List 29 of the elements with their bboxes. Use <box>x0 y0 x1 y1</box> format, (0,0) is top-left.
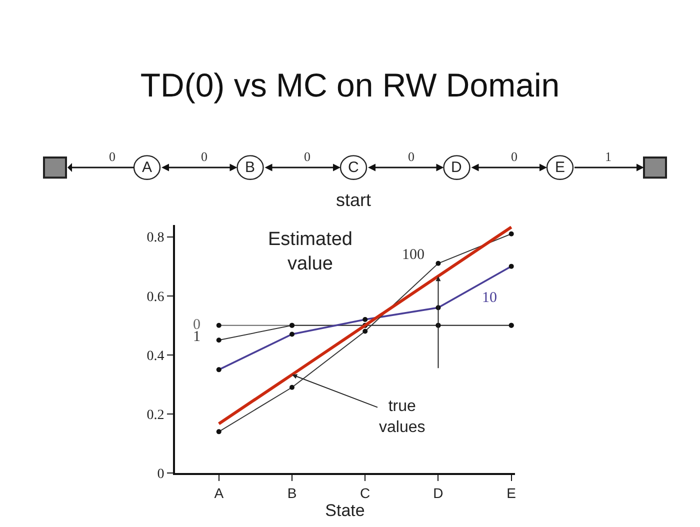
series-label: 1 <box>193 329 200 345</box>
series-label: 100 <box>402 247 424 263</box>
category-label: B <box>245 159 256 176</box>
text: 0 <box>511 149 518 164</box>
y-tick-label: 0.6 <box>146 290 164 305</box>
category-label: E <box>555 159 566 176</box>
category-label: D <box>451 159 462 176</box>
text: true values <box>379 398 426 436</box>
text: 0 <box>201 149 208 164</box>
text: 0 <box>304 149 310 164</box>
y-tick-label: 0.8 <box>146 230 164 246</box>
y-tick-label: 0 <box>157 466 164 482</box>
series-label: 10 <box>482 290 497 306</box>
x-tick-label: D <box>433 484 444 501</box>
text: start <box>336 190 372 210</box>
x-tick-label: C <box>360 484 370 501</box>
category-label: C <box>348 159 359 176</box>
x-tick-label: E <box>506 484 516 501</box>
x-axis-title: State <box>325 500 365 520</box>
y-axis-title: Estimated value <box>268 229 352 275</box>
x-tick-label: A <box>214 484 224 501</box>
text: TD(0) vs MC on RW Domain <box>140 66 560 104</box>
text: 1 <box>605 149 612 164</box>
category-label: A <box>142 159 152 176</box>
x-tick-label: B <box>287 484 297 501</box>
y-tick-label: 0.2 <box>146 408 164 423</box>
text: 0 <box>408 149 414 164</box>
text: 0 <box>109 149 116 164</box>
y-tick-label: 0.4 <box>146 348 164 364</box>
